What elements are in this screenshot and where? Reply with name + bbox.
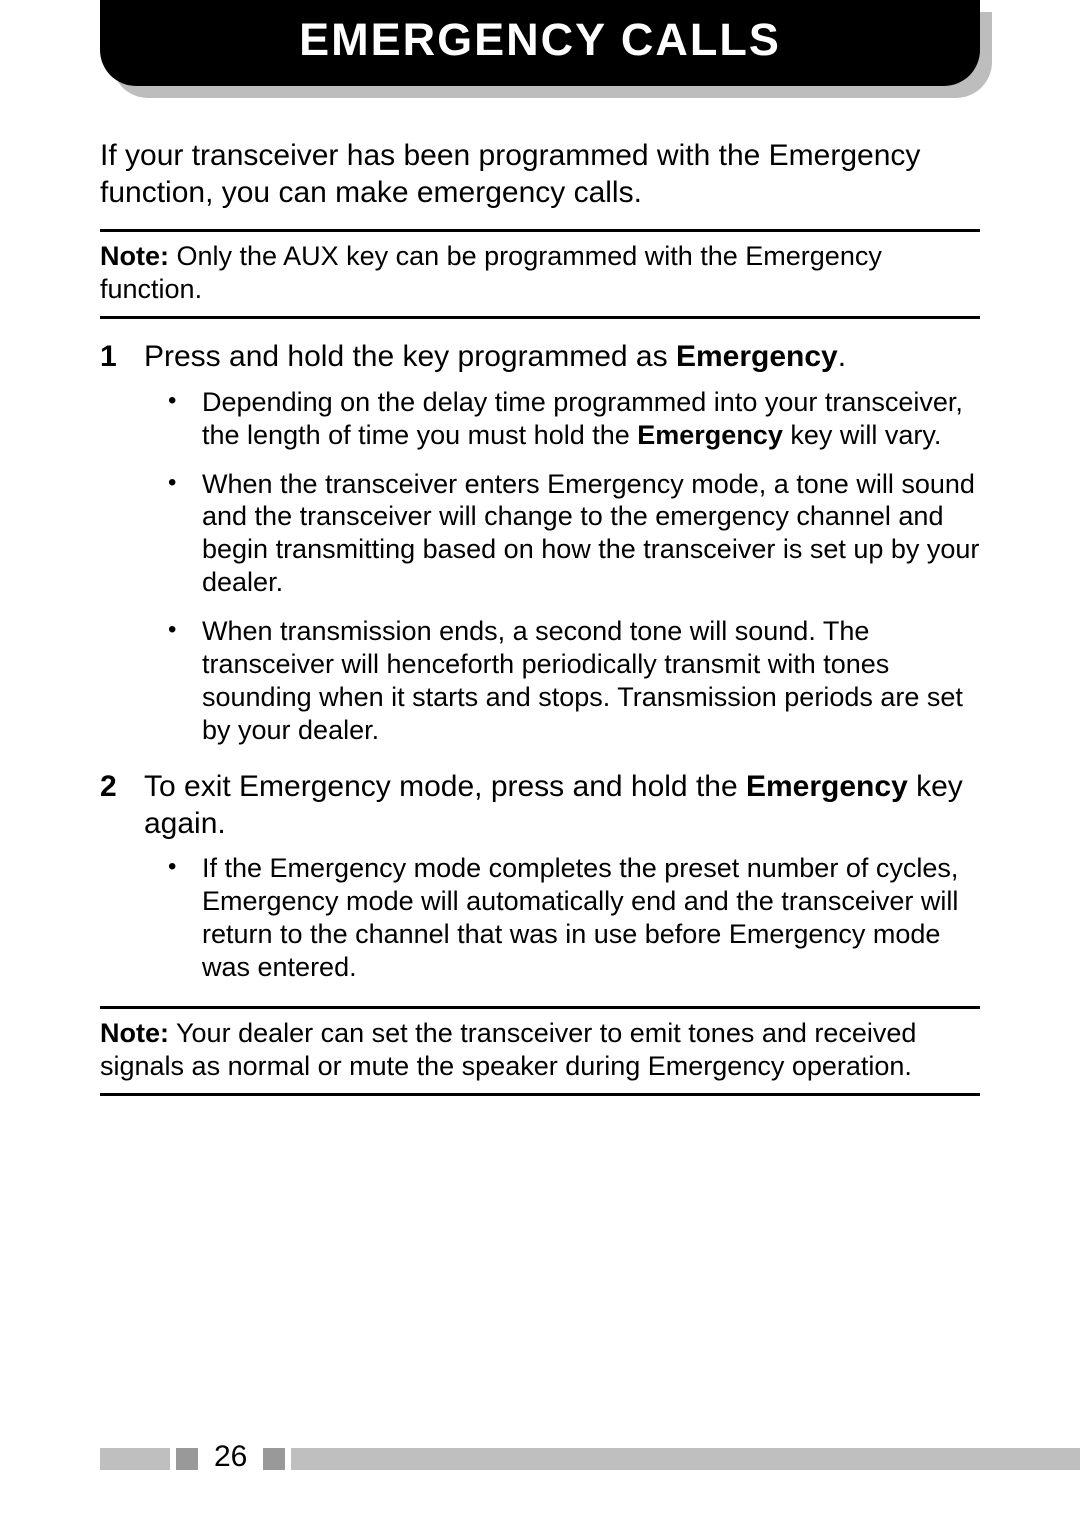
intro-text: If your transceiver has been programmed …: [100, 138, 980, 211]
step-body: To exit Emergency mode, press and hold t…: [144, 769, 980, 1000]
note-label: Note:: [100, 1018, 169, 1048]
step-text-bold: Emergency: [676, 340, 838, 373]
step-2: 2 To exit Emergency mode, press and hold…: [100, 769, 980, 1000]
footer-bar-wrap: [313, 1448, 1080, 1470]
step-number: 2: [100, 769, 144, 1000]
footer-block: [176, 1448, 198, 1470]
step-text-bold: Emergency: [746, 770, 908, 803]
footer-block: [263, 1448, 285, 1470]
step-2-bullets: If the Emergency mode completes the pres…: [144, 852, 980, 984]
footer-bar: [313, 1448, 1080, 1470]
note-box-1: Note: Only the AUX key can be programmed…: [100, 229, 980, 319]
footer-block: [291, 1448, 313, 1470]
list-item: If the Emergency mode completes the pres…: [154, 852, 980, 984]
step-text-pre: Press and hold the key programmed as: [144, 340, 676, 373]
step-1: 1 Press and hold the key programmed as E…: [100, 339, 980, 763]
list-item: Depending on the delay time programmed i…: [154, 386, 980, 452]
banner-outer: EMERGENCY CALLS: [100, 0, 980, 86]
step-number: 1: [100, 339, 144, 763]
note-text: Your dealer can set the transceiver to e…: [100, 1018, 916, 1081]
footer-block: [100, 1448, 170, 1470]
page-title: EMERGENCY CALLS: [100, 14, 980, 66]
step-text-pre: To exit Emergency mode, press and hold t…: [144, 770, 746, 803]
note-label: Note:: [100, 241, 169, 271]
note-box-2: Note: Your dealer can set the transceive…: [100, 1006, 980, 1096]
page-number: 26: [198, 1440, 263, 1474]
bullet-pre: When transmission ends, a second tone wi…: [202, 616, 963, 745]
page: EMERGENCY CALLS If your transceiver has …: [0, 0, 1080, 1521]
bullet-bold: Emergency: [637, 420, 783, 450]
title-banner: EMERGENCY CALLS: [100, 0, 980, 86]
bullet-pre: When the transceiver enters Emergency mo…: [202, 469, 979, 598]
content: If your transceiver has been programmed …: [100, 92, 980, 1096]
step-text-post: .: [838, 340, 846, 373]
note-text: Only the AUX key can be programmed with …: [100, 241, 882, 304]
bullet-post: key will vary.: [783, 420, 942, 450]
page-footer: 26: [0, 1447, 1080, 1477]
step-body: Press and hold the key programmed as Eme…: [144, 339, 980, 763]
bullet-pre: If the Emergency mode completes the pres…: [202, 853, 958, 982]
list-item: When transmission ends, a second tone wi…: [154, 615, 980, 747]
footer-row: 26: [0, 1447, 1080, 1471]
list-item: When the transceiver enters Emergency mo…: [154, 468, 980, 600]
step-1-bullets: Depending on the delay time programmed i…: [144, 386, 980, 747]
